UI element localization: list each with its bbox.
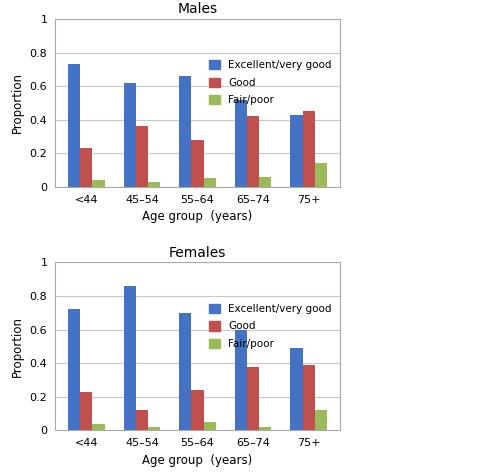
Bar [192, 140, 203, 187]
Bar [235, 330, 247, 430]
Bar [179, 76, 192, 187]
Bar [136, 126, 148, 187]
Bar [136, 410, 148, 430]
Bar [124, 286, 136, 430]
X-axis label: Age group  (years): Age group (years) [142, 454, 252, 467]
Bar [92, 180, 104, 187]
Bar [124, 83, 136, 187]
Bar [148, 182, 160, 187]
Y-axis label: Proportion: Proportion [11, 72, 24, 133]
Bar [80, 392, 92, 430]
Bar [235, 99, 247, 187]
Bar [179, 313, 192, 430]
Bar [204, 178, 216, 187]
Bar [290, 114, 302, 187]
Bar [302, 111, 315, 187]
Bar [290, 348, 302, 430]
Bar [92, 424, 104, 430]
Bar [302, 365, 315, 430]
Bar [68, 64, 80, 187]
Bar [148, 427, 160, 430]
Bar [315, 410, 327, 430]
Bar [192, 390, 203, 430]
Title: Females: Females [169, 246, 226, 260]
X-axis label: Age group  (years): Age group (years) [142, 210, 252, 223]
Bar [259, 427, 272, 430]
Bar [80, 148, 92, 187]
Legend: Excellent/very good, Good, Fair/poor: Excellent/very good, Good, Fair/poor [206, 57, 335, 108]
Title: Males: Males [178, 2, 218, 17]
Bar [68, 309, 80, 430]
Legend: Excellent/very good, Good, Fair/poor: Excellent/very good, Good, Fair/poor [206, 300, 335, 352]
Bar [247, 116, 259, 187]
Bar [259, 177, 272, 187]
Bar [204, 422, 216, 430]
Bar [247, 367, 259, 430]
Y-axis label: Proportion: Proportion [11, 316, 24, 377]
Bar [315, 163, 327, 187]
